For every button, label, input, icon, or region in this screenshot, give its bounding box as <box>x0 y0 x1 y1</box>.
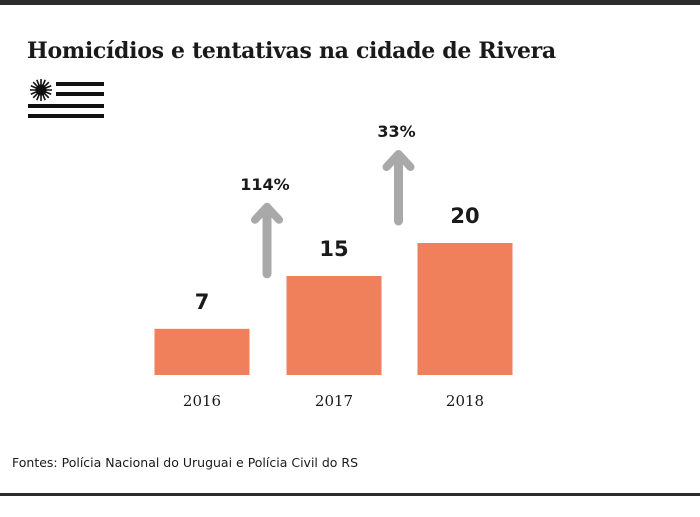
change-label-2: 33% <box>377 122 415 141</box>
bar-2018 <box>417 243 513 375</box>
bottom-rule <box>0 493 700 496</box>
data-label-2018: 20 <box>450 204 479 228</box>
bars <box>154 243 513 375</box>
bar-2016 <box>154 328 250 375</box>
uruguay-flag-icon <box>28 79 104 118</box>
change-arrow-1 <box>251 202 283 279</box>
change-arrow-2 <box>382 150 415 226</box>
category-label-2017: 2017 <box>315 392 353 410</box>
change-label-1: 114% <box>240 175 289 194</box>
chart-title: Homicídios e tentativas na cidade de Riv… <box>27 38 556 64</box>
data-label-2017: 15 <box>319 237 348 261</box>
change-arrows <box>251 150 415 279</box>
data-label-2016: 7 <box>195 290 210 314</box>
category-label-2016: 2016 <box>183 392 221 410</box>
labels: 7 2016 15 2017 20 2018 114% 33% <box>183 122 484 410</box>
sun-emblem <box>30 79 52 101</box>
category-label-2018: 2018 <box>446 392 484 410</box>
source-note: Fontes: Polícia Nacional do Uruguai e Po… <box>12 455 359 470</box>
top-rule <box>0 0 700 5</box>
bar-2017 <box>286 276 382 375</box>
